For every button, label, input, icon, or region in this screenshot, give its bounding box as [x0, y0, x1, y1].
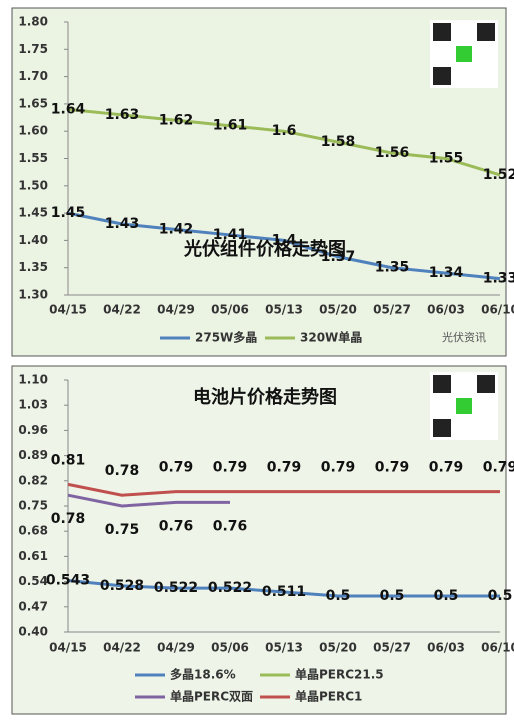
x-tick-label: 04/22 [103, 641, 141, 655]
legend-label: 多晶18.6% [170, 667, 236, 682]
data-label: 1.45 [51, 205, 86, 221]
x-tick-label: 06/10 [481, 641, 514, 655]
y-tick-label: 1.30 [18, 288, 48, 302]
legend-label: 单晶PERC1 [295, 689, 362, 704]
y-tick-label: 1.75 [18, 42, 48, 56]
legend-label: 320W单晶 [300, 330, 362, 345]
qr-code [430, 20, 498, 440]
x-tick-label: 04/29 [157, 303, 195, 317]
x-tick-label: 05/20 [319, 641, 357, 655]
x-tick-label: 05/06 [211, 303, 249, 317]
legend-label: 单晶PERC双面 [170, 689, 253, 704]
y-tick-label: 0.89 [18, 448, 48, 462]
data-label: 1.58 [321, 134, 356, 150]
data-label: 1.55 [429, 151, 464, 167]
data-label: 0.79 [213, 460, 248, 476]
data-label: 0.79 [159, 460, 194, 476]
data-label: 0.5 [488, 588, 513, 604]
x-tick-label: 04/22 [103, 303, 141, 317]
data-label: 1.64 [51, 101, 86, 117]
data-label: 0.78 [51, 511, 86, 527]
x-tick-label: 05/13 [265, 303, 303, 317]
x-tick-label: 04/15 [49, 641, 87, 655]
legend-label: 275W多晶 [195, 330, 257, 345]
x-tick-label: 05/27 [373, 303, 411, 317]
data-label: 0.511 [262, 584, 306, 600]
data-label: 0.79 [429, 460, 464, 476]
y-tick-label: 0.82 [18, 473, 48, 487]
y-tick-label: 0.75 [18, 499, 48, 513]
y-tick-label: 0.40 [18, 625, 48, 639]
x-tick-label: 05/13 [265, 641, 303, 655]
series-line [67, 493, 230, 508]
data-label: 1.6 [272, 123, 297, 139]
data-label: 0.528 [100, 578, 144, 594]
y-tick-label: 1.45 [18, 206, 48, 220]
panel [11, 365, 507, 715]
data-label: 0.522 [154, 580, 198, 596]
data-label: 1.33 [483, 271, 514, 287]
x-tick-label: 06/10 [481, 303, 514, 317]
y-tick-label: 1.65 [18, 96, 48, 110]
data-label: 1.56 [375, 145, 410, 161]
data-label: 0.5 [434, 588, 459, 604]
panel [11, 7, 507, 357]
data-label: 0.76 [159, 518, 194, 534]
data-label: 1.35 [375, 260, 410, 276]
y-tick-label: 1.10 [18, 373, 48, 387]
data-label: 0.81 [51, 452, 86, 468]
data-label: 0.5 [380, 588, 405, 604]
series-line [67, 579, 500, 598]
data-label: 0.79 [321, 460, 356, 476]
data-label: 1.61 [213, 118, 248, 134]
y-tick-label: 0.96 [18, 423, 48, 437]
watermark: 光伏资讯 [442, 330, 486, 344]
x-tick-label: 05/27 [373, 641, 411, 655]
x-tick-label: 06/03 [427, 303, 465, 317]
data-label: 0.543 [46, 573, 90, 589]
data-label: 1.34 [429, 265, 464, 281]
x-tick-label: 06/03 [427, 641, 465, 655]
y-tick-label: 1.40 [18, 233, 48, 247]
y-tick-label: 1.03 [18, 398, 48, 412]
data-label: 1.62 [159, 112, 194, 128]
y-tick-label: 0.54 [18, 574, 48, 588]
data-label: 0.79 [267, 460, 302, 476]
data-label: 0.522 [208, 580, 252, 596]
y-tick-label: 0.61 [18, 549, 48, 563]
data-label: 1.4 [272, 232, 297, 248]
y-tick-label: 1.80 [18, 15, 48, 29]
data-label: 0.78 [105, 463, 140, 479]
series-line [67, 482, 500, 497]
x-tick-label: 04/15 [49, 303, 87, 317]
y-tick-label: 1.70 [18, 69, 48, 83]
data-label: 1.43 [105, 216, 140, 232]
series-line [67, 211, 501, 281]
data-label: 1.63 [105, 107, 140, 123]
series-line [67, 107, 501, 177]
data-label: 0.5 [326, 588, 351, 604]
y-tick-label: 1.55 [18, 151, 48, 165]
y-tick-label: 0.68 [18, 524, 48, 538]
data-label: 1.37 [321, 249, 356, 265]
data-label: 1.52 [483, 167, 514, 183]
data-label: 1.42 [159, 221, 194, 237]
legend-label: 单晶PERC21.5 [295, 667, 384, 682]
chart-title: 光伏组件价格走势图 [183, 238, 346, 260]
data-label: 0.76 [213, 518, 248, 534]
data-label: 0.79 [375, 460, 410, 476]
y-tick-label: 1.50 [18, 178, 48, 192]
chart-title: 电池片价格走势图 [193, 386, 337, 408]
data-label: 0.75 [105, 522, 140, 538]
data-label: 0.79 [483, 460, 514, 476]
data-label: 1.41 [213, 227, 248, 243]
x-tick-label: 05/20 [319, 303, 357, 317]
y-tick-label: 1.35 [18, 260, 48, 274]
x-tick-label: 05/06 [211, 641, 249, 655]
y-tick-label: 0.47 [18, 599, 48, 613]
y-tick-label: 1.60 [18, 124, 48, 138]
x-tick-label: 04/29 [157, 641, 195, 655]
